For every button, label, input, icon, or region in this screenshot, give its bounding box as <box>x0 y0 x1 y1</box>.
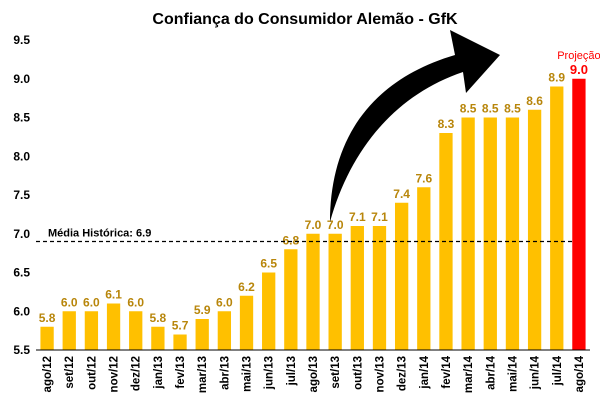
bar <box>505 117 520 350</box>
bar <box>106 303 121 350</box>
x-tick-label: nov/12 <box>109 356 121 392</box>
average-label: Média Histórica: 6.9 <box>48 228 151 240</box>
bar <box>217 311 232 350</box>
data-label: 8.5 <box>482 102 499 116</box>
x-tick-label: mai/14 <box>507 355 519 391</box>
x-axis: ago/12 set/12 out/12 nov/12 dez/12 jan/13 fev/… <box>36 349 590 393</box>
x-tick-label: mar/14 <box>463 355 475 393</box>
bar <box>306 233 320 350</box>
data-label: 7.0 <box>327 218 344 232</box>
x-tick-label: ago/14 <box>574 355 586 392</box>
bars <box>40 78 586 350</box>
x-tick-label: set/13 <box>330 356 342 389</box>
bar <box>372 226 387 350</box>
x-tick-label: out/12 <box>86 356 98 390</box>
data-label: 7.4 <box>393 187 410 201</box>
bar <box>239 295 254 350</box>
x-tick-label: fev/13 <box>175 356 187 389</box>
x-tick-label: mai/13 <box>242 356 254 392</box>
data-label: 8.6 <box>526 94 543 108</box>
data-label: 6.5 <box>260 257 277 271</box>
x-tick-label: out/13 <box>352 356 364 390</box>
data-label: 6.0 <box>127 295 144 309</box>
data-label: 5.7 <box>172 319 189 333</box>
bar <box>461 117 475 350</box>
x-tick-label: mar/13 <box>197 356 209 393</box>
x-tick-label: dez/13 <box>397 356 409 391</box>
y-tick-label: 6.0 <box>13 304 30 318</box>
data-label: 7.0 <box>305 218 322 232</box>
y-tick-label: 9.5 <box>13 33 30 47</box>
bar <box>483 117 497 350</box>
x-tick-label: fev/14 <box>441 355 453 388</box>
data-label: 7.1 <box>349 210 366 224</box>
average-line-group: Média Histórica: 6.9 <box>36 228 572 243</box>
data-label: 6.8 <box>282 233 299 247</box>
data-label: 8.5 <box>460 102 477 116</box>
data-label: 8.5 <box>504 102 521 116</box>
x-tick-label: abr/13 <box>219 356 231 390</box>
data-label: 6.2 <box>238 280 255 294</box>
x-tick-label: jun/14 <box>530 355 542 390</box>
x-tick-label: dez/12 <box>131 356 143 391</box>
data-label: 5.9 <box>194 303 211 317</box>
y-tick-label: 7.5 <box>13 188 30 202</box>
bar <box>195 319 209 350</box>
bar <box>40 326 54 350</box>
data-label: 6.0 <box>216 295 233 309</box>
projection-label: Projeção <box>557 50 600 62</box>
bar <box>262 272 276 350</box>
bar <box>173 334 187 350</box>
bar <box>84 311 99 350</box>
y-tick-label: 8.0 <box>13 149 30 163</box>
trend-arrow <box>330 30 500 222</box>
bar <box>417 187 431 350</box>
trend-arrow-icon <box>330 30 500 222</box>
bar <box>284 249 298 350</box>
x-tick-label: jul/14 <box>552 355 564 386</box>
data-label: 6.0 <box>83 295 100 309</box>
bar <box>62 311 76 350</box>
data-label: 6.0 <box>61 295 78 309</box>
x-tick-label: abr/14 <box>485 355 497 389</box>
bar <box>350 226 364 350</box>
data-label: 5.8 <box>150 311 167 325</box>
data-label: 9.0 <box>570 62 588 77</box>
data-label: 7.6 <box>415 171 432 185</box>
bar <box>550 86 564 350</box>
data-labels: 5.8 6.0 6.0 6.1 6.0 5.8 5.7 5.9 6.0 6.2 6.5 6.8 7.0 7… <box>39 50 600 333</box>
y-tick-label: 5.5 <box>13 343 30 357</box>
y-tick-label: 8.5 <box>13 111 30 125</box>
y-axis: 5.5 6.0 6.5 7.0 7.5 8.0 8.5 9.0 9.5 <box>13 33 30 357</box>
bar <box>129 311 143 350</box>
x-tick-label: ago/13 <box>308 356 320 392</box>
y-tick-label: 7.0 <box>13 227 30 241</box>
x-tick-label: ago/12 <box>42 356 54 392</box>
data-label: 8.9 <box>548 71 565 85</box>
data-label: 6.1 <box>105 288 122 302</box>
bar <box>328 233 342 350</box>
x-tick-label: jan/14 <box>419 355 431 389</box>
y-tick-label: 6.5 <box>13 266 30 280</box>
bar <box>394 202 409 350</box>
chart-title: Confiança do Consumidor Alemão - GfK <box>152 11 458 28</box>
x-tick-label: nov/13 <box>374 356 386 392</box>
x-tick-label: jan/13 <box>153 356 165 390</box>
x-tick-label: jun/13 <box>264 356 276 390</box>
data-label: 7.1 <box>371 210 388 224</box>
bar <box>151 326 165 350</box>
x-tick-label: set/12 <box>64 356 76 389</box>
data-label: 5.8 <box>39 311 56 325</box>
y-tick-label: 9.0 <box>13 72 30 86</box>
bar <box>527 109 542 350</box>
data-label: 8.3 <box>438 117 455 131</box>
projection-bar <box>572 78 586 350</box>
x-tick-label: jul/13 <box>286 356 298 386</box>
